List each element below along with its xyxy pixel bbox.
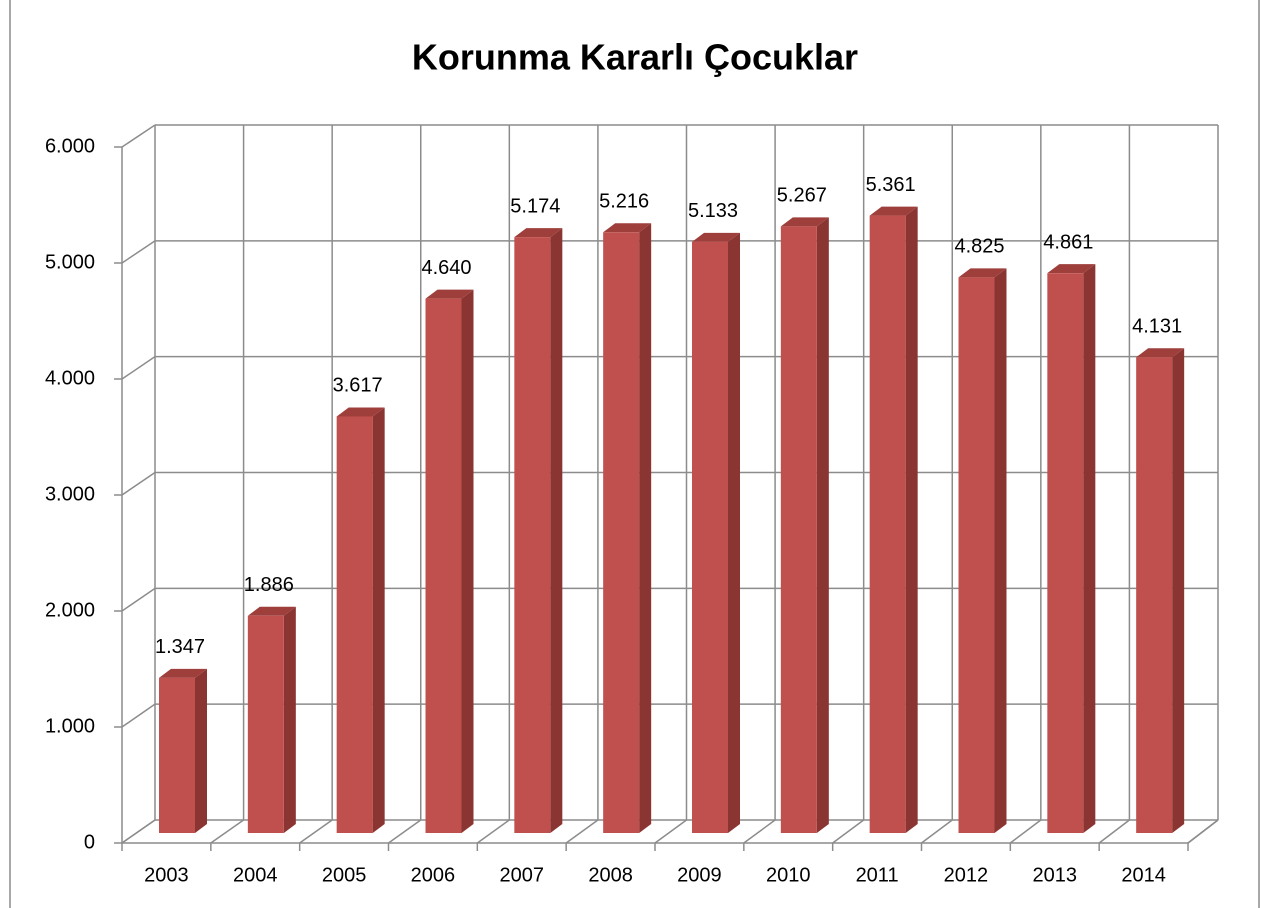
y-tick-label: 6.000 [45, 135, 95, 157]
bar [958, 277, 995, 834]
floor-line [743, 819, 776, 844]
data-label: 4.640 [421, 257, 471, 279]
floor-line [388, 819, 422, 844]
floor-line [654, 819, 687, 844]
bar-top [1047, 264, 1096, 274]
floor-line [476, 819, 510, 844]
floor-line [1009, 819, 1042, 844]
bar-top [425, 289, 474, 299]
x-tick-label: 2013 [1033, 864, 1078, 886]
bar-side [461, 289, 474, 833]
floor-line [832, 819, 865, 844]
floor-line [299, 819, 333, 844]
data-label: 4.131 [1132, 316, 1182, 338]
x-tick-label: 2006 [411, 864, 456, 886]
y-tick-label: 2.000 [45, 599, 95, 621]
bar [425, 298, 462, 833]
bar [1047, 273, 1084, 834]
bar-top [869, 206, 918, 216]
data-label: 4.825 [954, 236, 1004, 258]
data-label: 5.174 [510, 195, 560, 217]
x-tick-label: 2008 [588, 864, 633, 886]
x-tick-label: 2011 [856, 864, 899, 886]
data-label: 4.861 [1043, 231, 1093, 253]
bar-top [603, 223, 652, 233]
bar-top [958, 268, 1007, 278]
bar-side [994, 268, 1007, 834]
x-tick-label: 2007 [500, 864, 545, 886]
bar-side [728, 232, 740, 834]
bar [514, 237, 551, 833]
bar-top [336, 407, 385, 417]
bar-side [1172, 348, 1185, 833]
x-tick-label: 2005 [322, 864, 367, 886]
bar [692, 241, 728, 834]
grid-line-side [121, 356, 156, 380]
data-label: 3.617 [333, 375, 383, 397]
floor-back [1187, 819, 1219, 844]
bar [603, 232, 640, 834]
bar [1136, 357, 1173, 833]
bar-side [816, 217, 829, 833]
bar [336, 416, 373, 833]
bar-side [372, 407, 385, 833]
bar-top [247, 606, 296, 616]
floor-line [921, 819, 953, 844]
data-label: 1.347 [155, 636, 205, 658]
bar-side [1083, 264, 1096, 834]
bar-top [780, 217, 829, 227]
grid-line-side [121, 471, 156, 496]
bar [780, 226, 817, 833]
y-tick-label: 1.000 [45, 715, 95, 737]
bar [159, 677, 195, 833]
bar [869, 215, 906, 834]
chart-title: Korunma Kararlı Çocuklar [412, 37, 858, 78]
bar-top [514, 228, 563, 238]
y-tick-label: 4.000 [45, 367, 95, 389]
x-tick-label: 2004 [233, 864, 278, 886]
floor-line [565, 819, 599, 844]
data-label: 5.133 [688, 200, 738, 222]
grid-line-side [121, 703, 156, 728]
data-label: 5.216 [599, 191, 649, 213]
y-tick-label: 0 [84, 831, 95, 853]
y-tick-label: 3.000 [45, 483, 95, 505]
grid-line-side [121, 124, 156, 148]
bar-top [1136, 348, 1185, 358]
bar-top [692, 232, 740, 242]
data-label: 1.886 [244, 574, 294, 596]
floor-line [210, 819, 245, 844]
grid-line-side [121, 819, 156, 844]
x-tick-label: 2012 [944, 864, 989, 886]
x-tick-label: 2009 [677, 864, 722, 886]
grid-line-side [121, 587, 156, 612]
floor-line [1098, 819, 1130, 844]
bar-side [639, 223, 652, 834]
bar-side [550, 228, 563, 833]
x-tick-label: 2003 [144, 864, 189, 886]
bar-side [195, 668, 207, 833]
data-label: 5.361 [866, 174, 916, 196]
data-label: 5.267 [777, 185, 827, 207]
bar-top [159, 668, 207, 678]
grid-line-side [121, 240, 156, 264]
bar-side [283, 606, 296, 833]
x-tick-label: 2014 [1121, 864, 1166, 886]
bar [247, 615, 284, 833]
y-tick-label: 5.000 [45, 251, 95, 273]
x-tick-label: 2010 [766, 864, 811, 886]
bar-side [905, 206, 918, 834]
